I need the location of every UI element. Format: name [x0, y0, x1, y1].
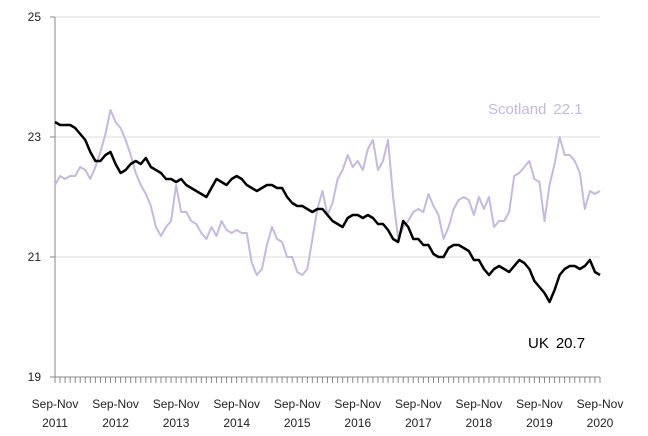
series-label: Scotland 22.1 [488, 101, 583, 118]
x-tick-label: Sep-Nov 2012 [92, 397, 139, 430]
y-tick-label: 21 [28, 250, 42, 264]
series-last-value: 20.7 [556, 335, 585, 352]
series-label: UK 20.7 [528, 335, 585, 352]
x-tick-label: Sep-Nov 2011 [32, 397, 79, 430]
x-tick-label: Sep-Nov 2017 [395, 397, 442, 430]
series-name: UK [528, 335, 549, 352]
series-last-value: 22.1 [553, 101, 582, 118]
y-tick-label: 23 [28, 130, 42, 144]
x-tick-label: Sep-Nov 2013 [153, 397, 200, 430]
x-tick-label: Sep-Nov 2016 [334, 397, 381, 430]
series-line [54, 109, 601, 276]
series-name: Scotland [488, 101, 546, 118]
x-tick-label: Sep-Nov 2019 [516, 397, 563, 430]
x-tick-label: Sep-Nov 2014 [213, 397, 260, 430]
y-tick-label: 19 [28, 370, 42, 384]
x-tick-label: Sep-Nov 2015 [274, 397, 321, 430]
x-tick-label: Sep-Nov 2020 [577, 397, 624, 430]
series-line [54, 120, 601, 304]
x-tick-label: Sep-Nov 2018 [456, 397, 503, 430]
y-tick-label: 25 [28, 10, 42, 24]
